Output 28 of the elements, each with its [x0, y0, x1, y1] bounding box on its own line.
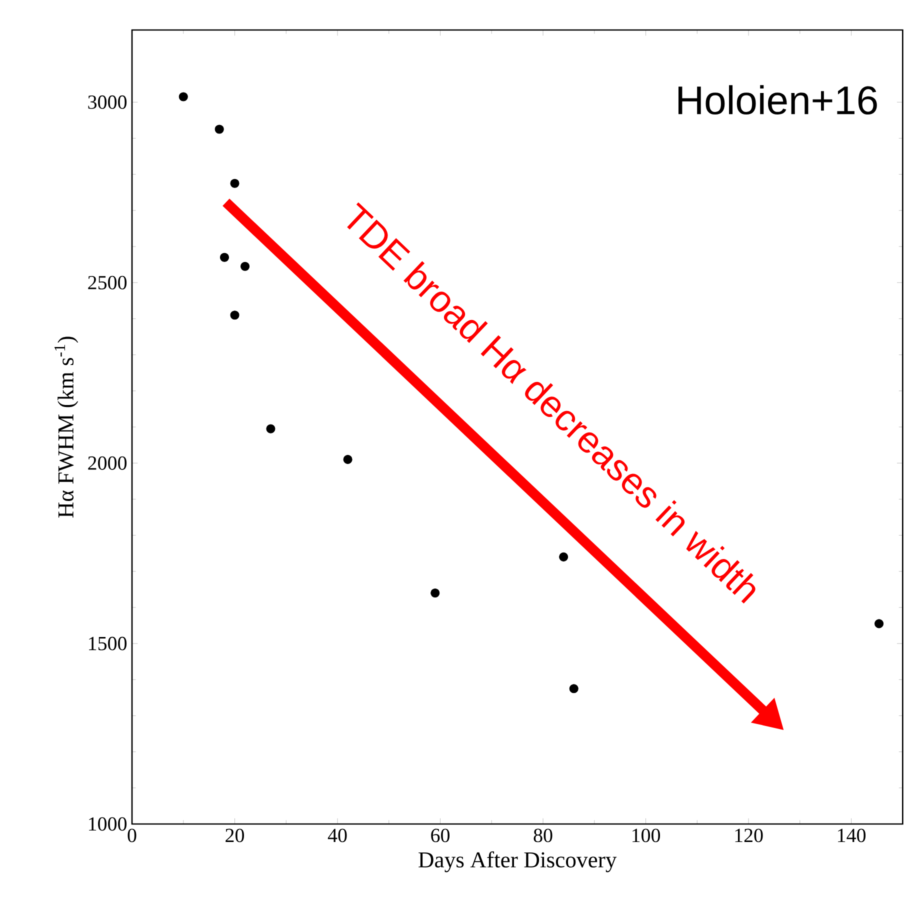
point: [266, 424, 276, 434]
point: [230, 310, 240, 320]
y-tick-label: 1000: [89, 817, 127, 831]
point: [230, 178, 240, 188]
point: [214, 124, 224, 134]
x-tick-label: 120: [735, 828, 763, 842]
annotation: Holoien+16: [678, 85, 877, 115]
x-tick-label: 0: [128, 828, 136, 842]
x-tick-label: 100: [632, 828, 660, 842]
x-tick-label: 40: [328, 828, 347, 842]
point: [874, 619, 884, 628]
y-tick-label: 1500: [89, 636, 127, 650]
point: [240, 262, 250, 271]
point: [220, 252, 230, 262]
y-tick-label: 3000: [88, 95, 127, 109]
point: [178, 92, 188, 102]
x-tick-label: 140: [838, 828, 866, 842]
point: [569, 684, 578, 694]
point: [343, 454, 352, 464]
y-tick-label: 2000: [88, 456, 127, 470]
x-tick-label: 20: [226, 828, 244, 842]
x-tick-label: 60: [431, 828, 450, 842]
x-tick-label: 80: [534, 828, 552, 842]
point: [430, 588, 440, 598]
y-tick-label: 2500: [88, 276, 127, 290]
y-axis-title: Hα FWHM (km s$^{-1}$): [54, 336, 78, 518]
point: [559, 552, 568, 562]
x-axis-title: Days After Discovery: [418, 851, 617, 872]
